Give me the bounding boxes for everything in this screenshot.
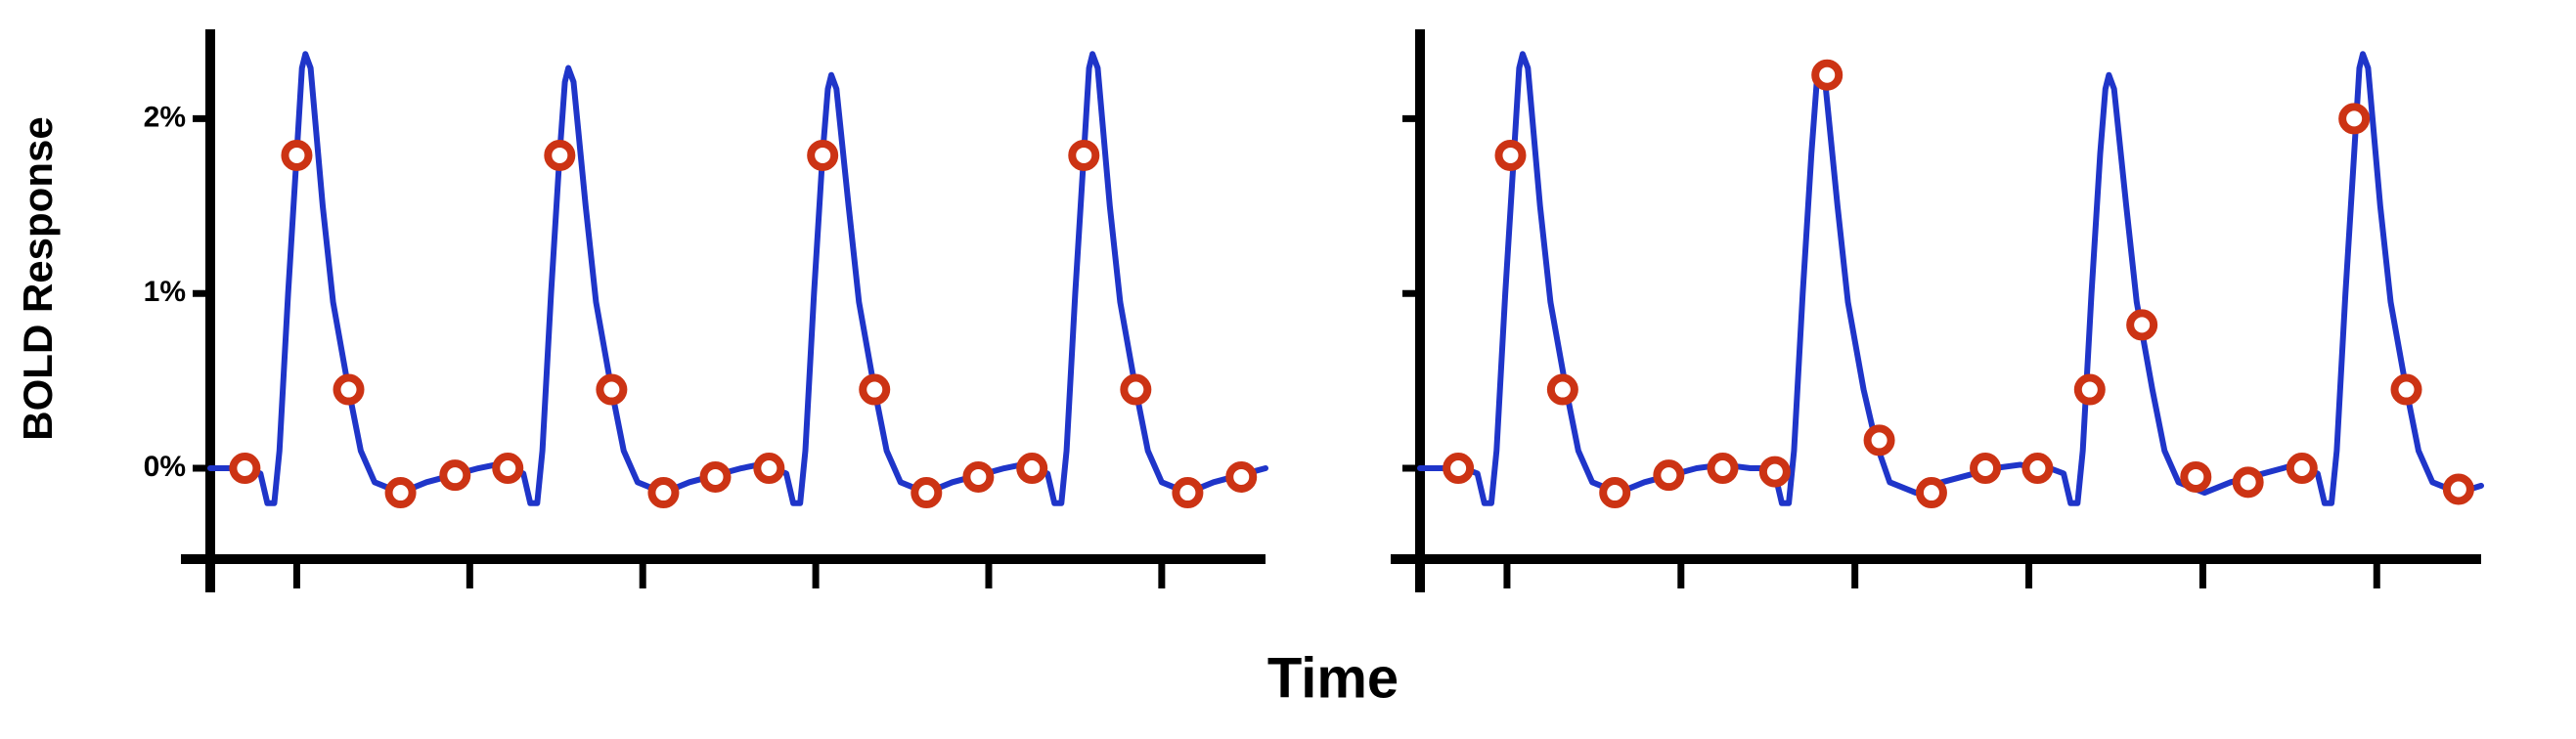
sample-point (962, 460, 995, 493)
y-tick-label: 1% (144, 276, 186, 308)
sample-point (1120, 373, 1152, 406)
sample-point (1068, 139, 1100, 171)
sample-point (1915, 477, 1947, 509)
sample-point (384, 477, 417, 509)
sample-point (699, 460, 732, 493)
sample-point (1758, 456, 1791, 488)
sample-point (2390, 373, 2422, 406)
sample-point (596, 373, 628, 406)
bold-curve (1417, 51, 2484, 506)
sample-point (1494, 139, 1527, 171)
x-axis-label: Time (1267, 646, 1399, 710)
bold-curve (207, 51, 1268, 506)
sample-point (1016, 453, 1048, 485)
sample-point (333, 373, 365, 406)
sample-point (229, 453, 261, 485)
sample-point (753, 453, 785, 485)
sample-point (1653, 459, 1685, 492)
sample-point (2073, 373, 2106, 406)
sample-point (1599, 477, 1631, 509)
sample-point (2442, 473, 2474, 505)
sample-point (807, 139, 839, 171)
sample-point (281, 139, 313, 171)
sample-point (1707, 453, 1739, 485)
sample-point (1970, 453, 2002, 485)
sample-point (1863, 424, 1895, 456)
sample-point (859, 373, 891, 406)
sample-point (2338, 103, 2371, 135)
sample-point (492, 453, 524, 485)
sample-point (439, 459, 471, 492)
sample-point (647, 477, 680, 509)
sample-point (2286, 453, 2318, 485)
sample-point (1811, 59, 1843, 91)
y-tick-label: 2% (144, 101, 186, 133)
sample-point (1225, 460, 1258, 493)
y-tick-label: 0% (144, 451, 186, 483)
sample-point (1546, 373, 1578, 406)
sample-point (2180, 460, 2212, 493)
sample-point (1172, 477, 1204, 509)
sample-point (2232, 466, 2264, 499)
sample-point (1443, 453, 1475, 485)
sample-point (2126, 309, 2158, 341)
sample-point (910, 477, 943, 509)
y-axis-label: BOLD Response (15, 116, 61, 440)
sample-point (2021, 453, 2054, 485)
sample-point (544, 139, 576, 171)
